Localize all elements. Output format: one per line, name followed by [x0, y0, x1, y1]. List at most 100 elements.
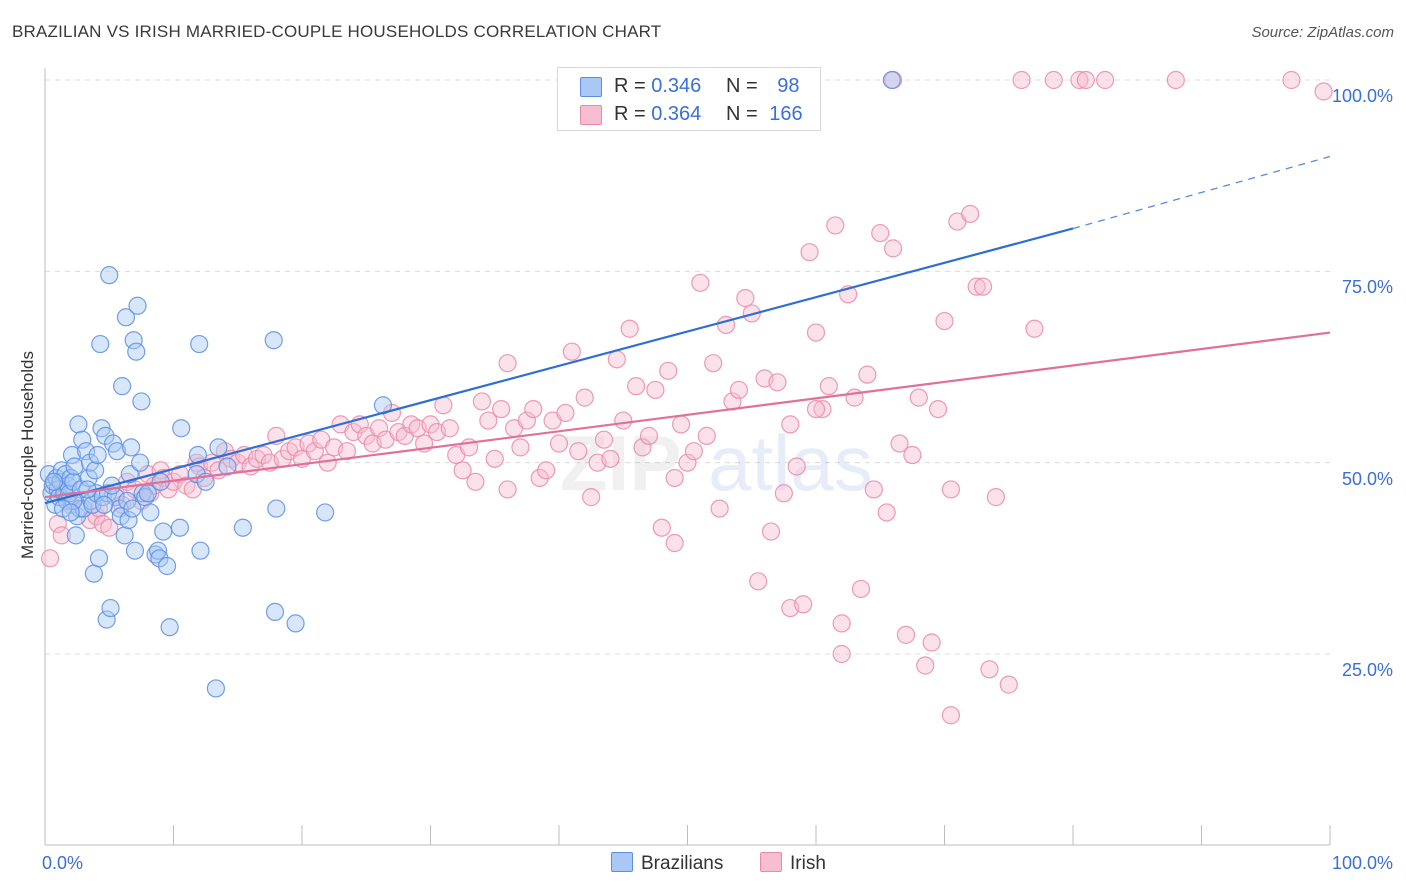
brazilian-point [209, 438, 228, 457]
brazilian-point [130, 453, 150, 472]
irish-point [684, 442, 704, 461]
irish-point [440, 419, 459, 438]
irish-point [729, 380, 749, 400]
irish-point [678, 453, 697, 472]
irish-point [928, 399, 948, 419]
brazilian-point [119, 510, 138, 530]
n-label: N = [726, 103, 758, 125]
y-tick-100: 100.0% [1331, 86, 1393, 106]
n-label: N = [726, 75, 758, 97]
brazilian-point [66, 526, 85, 545]
irish-point [704, 354, 723, 373]
irish-point [832, 644, 851, 664]
irish-point [1070, 70, 1089, 90]
irish-point [710, 499, 729, 518]
x-min-label: 0.0% [42, 853, 84, 873]
brazilian-point [89, 549, 109, 568]
irish-point [52, 526, 71, 545]
irish-point [871, 223, 890, 243]
irish-point [511, 438, 530, 457]
irish-point [524, 399, 543, 419]
brazilians-legend-swatch [611, 852, 633, 872]
brazilian-point [141, 503, 160, 522]
n-value-brazilians: 98 [777, 75, 800, 97]
irish-point [601, 449, 620, 468]
brazilian-point [77, 442, 96, 461]
brazilian-point [101, 598, 120, 618]
brazilian-point [91, 334, 110, 354]
brazilian-point [62, 445, 82, 465]
irish-point [787, 457, 806, 476]
brazilian-point [160, 618, 179, 637]
irish-point [851, 579, 871, 599]
brazilian-point [69, 415, 88, 434]
irish-point [903, 445, 922, 465]
legend-label-brazilians: Brazilians [641, 853, 724, 874]
brazilian-point [88, 445, 107, 465]
irish-point [485, 449, 504, 468]
r-label: R = [614, 103, 646, 125]
irish-point [768, 373, 787, 392]
brazilian-point [286, 614, 305, 633]
irish-point [569, 442, 588, 461]
y-tick-50: 50.0% [1341, 469, 1393, 489]
irish-point [479, 411, 498, 430]
irish-point [941, 480, 961, 499]
r-value-brazilians: 0.346 [651, 75, 702, 97]
irish-point [890, 434, 909, 453]
irish-point [909, 388, 928, 407]
brazilian-point [316, 503, 335, 522]
y-tick-25: 25.0% [1341, 660, 1393, 680]
brazilians-trend-line [44, 227, 1074, 505]
brazilian-point [188, 445, 208, 465]
brazilian-point [148, 541, 168, 560]
r-value-irish: 0.364 [651, 103, 702, 125]
r-label: R = [614, 75, 646, 97]
irish-point [806, 323, 826, 342]
brazilian-point [264, 331, 283, 350]
irish-point [922, 633, 941, 652]
brazilian-point [96, 426, 115, 445]
irish-trend-line [44, 331, 1331, 499]
irish-point [614, 411, 633, 430]
irish-swatch [580, 105, 602, 125]
irish-point [633, 438, 652, 457]
irish-point [498, 354, 517, 373]
irish-points [41, 70, 1333, 725]
irish-point [961, 204, 980, 224]
irish-point [1025, 319, 1044, 338]
x-max-label: 100.0% [1331, 853, 1393, 873]
irish-point [691, 273, 710, 292]
irish-point [100, 518, 119, 537]
chart-title: BRAZILIAN VS IRISH MARRIED-COUPLE HOUSEH… [12, 22, 662, 41]
irish-point [646, 380, 665, 400]
irish-point [626, 377, 646, 396]
irish-point [794, 595, 813, 614]
irish-point [896, 625, 916, 644]
irish-point [832, 614, 851, 633]
irish-point [41, 549, 60, 568]
irish-point [466, 472, 485, 491]
y-axis-label: Married-couple Households [18, 351, 37, 559]
irish-point [472, 392, 491, 411]
watermark-atlas: atlas [708, 419, 873, 507]
brazilian-point [121, 438, 141, 457]
irish-point [556, 403, 575, 423]
irish-point [594, 430, 614, 449]
brazilians-swatch [580, 77, 602, 97]
stats-legend: R = 0.346 N = 98 R = 0.364 N = 166 [557, 67, 821, 131]
brazilian-point [97, 610, 116, 629]
brazilian-points [39, 70, 901, 698]
brazilian-point [154, 522, 173, 541]
irish-point [453, 461, 472, 480]
brazilian-point [127, 342, 146, 361]
irish-point [973, 277, 993, 296]
irish-point [800, 243, 819, 262]
brazilian-point [157, 556, 177, 576]
irish-point [665, 533, 684, 553]
brazilian-point [265, 602, 285, 622]
brazilian-point [84, 564, 103, 583]
axes [44, 68, 1331, 846]
brazilian-point [191, 541, 210, 560]
